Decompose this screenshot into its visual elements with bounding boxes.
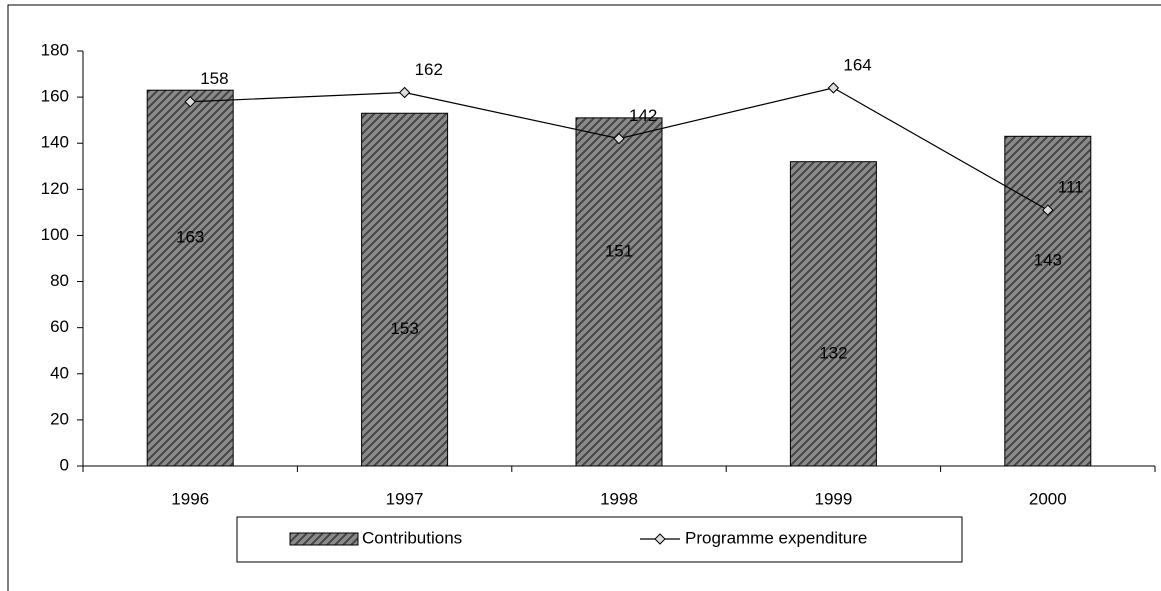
bar: [361, 112, 449, 467]
y-tick-label: 100: [41, 225, 69, 244]
line-marker: [613, 132, 625, 145]
legend-label: Programme expenditure: [685, 528, 867, 547]
line-value-label: 162: [415, 60, 443, 79]
bar: [789, 161, 877, 467]
legend-label: Contributions: [362, 528, 462, 547]
line-marker: [827, 82, 840, 94]
x-tick-label: 1999: [814, 489, 852, 508]
bar-value-label: 151: [605, 241, 633, 260]
x-tick-label: 1998: [600, 489, 638, 508]
y-tick-label: 20: [50, 409, 69, 428]
line-marker: [398, 86, 411, 99]
legend-marker: [654, 533, 666, 545]
x-tick-label: 1997: [386, 489, 424, 508]
line-marker: [184, 96, 196, 108]
line-value-label: 111: [1058, 178, 1084, 197]
y-tick-label: 0: [60, 455, 69, 474]
line-value-label: 158: [200, 69, 228, 88]
x-tick-label: 2000: [1029, 489, 1067, 508]
bar-value-label: 143: [1034, 251, 1062, 270]
bar: [146, 89, 234, 467]
line-value-label: 164: [843, 55, 871, 74]
y-tick-label: 180: [41, 40, 69, 59]
bar: [1004, 135, 1092, 467]
line-marker: [1042, 204, 1054, 216]
y-tick-label: 40: [50, 363, 69, 382]
y-tick-label: 60: [50, 317, 69, 336]
bar: [575, 117, 663, 467]
line-value-label: 142: [629, 106, 657, 125]
bar-value-label: 163: [176, 228, 204, 247]
y-tick-label: 160: [41, 87, 69, 106]
y-tick-label: 80: [50, 271, 69, 290]
bar-value-label: 132: [819, 343, 847, 362]
y-tick-label: 120: [41, 179, 69, 198]
frame: [7, 4, 1161, 591]
bar-value-label: 153: [390, 319, 418, 338]
legend-swatch: [289, 532, 359, 546]
y-tick-label: 140: [41, 133, 69, 152]
x-tick-label: 1996: [171, 489, 209, 508]
